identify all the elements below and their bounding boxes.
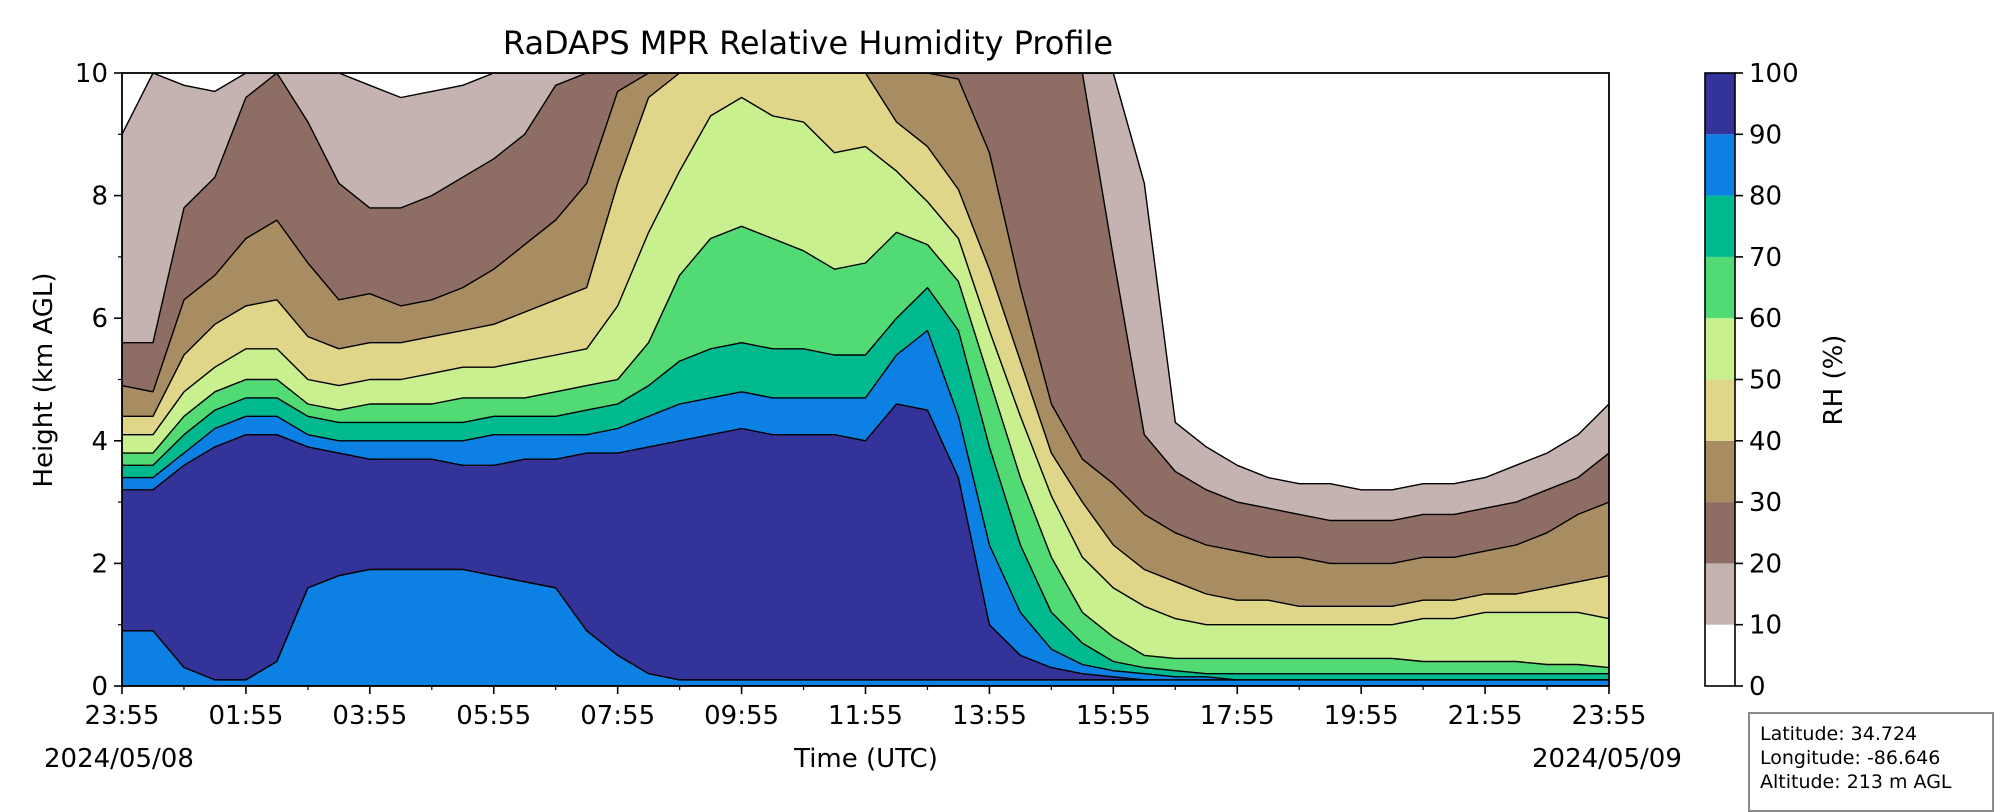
station-info-box: Latitude: 34.724 Longitude: -86.646 Alti… — [1748, 712, 1994, 812]
longitude-text: Longitude: -86.646 — [1760, 747, 1941, 769]
y-axis-label: Height (km AGL) — [29, 272, 59, 487]
y-tick-label: 8 — [91, 182, 108, 212]
colorbar-segment-50 — [1705, 318, 1735, 380]
colorbar-segment-30 — [1705, 440, 1735, 503]
y-axis: 0 2 4 6 8 10 — [75, 59, 122, 702]
x-tick-label: 11:55 — [828, 701, 903, 731]
x-tick-label: 13:55 — [952, 701, 1027, 731]
x-tick-label: 07:55 — [580, 701, 655, 731]
colorbar-tick-label: 0 — [1749, 672, 1766, 702]
colorbar-tick-label: 70 — [1749, 243, 1782, 273]
x-tick-label: 05:55 — [456, 701, 531, 731]
x-axis: 23:55 01:55 03:55 05:55 07:55 09:55 11:55 13:55… — [85, 686, 1647, 731]
x-tick-label: 19:55 — [1324, 701, 1399, 731]
colorbar-segment-80 — [1705, 134, 1735, 196]
colorbar-tick-label: 90 — [1749, 120, 1782, 150]
y-tick-label: 4 — [91, 427, 108, 457]
y-tick-label: 6 — [91, 304, 108, 334]
x-tick-label: 17:55 — [1200, 701, 1275, 731]
x-tick-label: 15:55 — [1076, 701, 1151, 731]
x-tick-label: 23:55 — [85, 701, 160, 731]
x-tick-label: 03:55 — [332, 701, 407, 731]
colorbar-segment-90 — [1705, 73, 1735, 135]
colorbar-segment-70 — [1705, 195, 1735, 257]
y-tick-label: 10 — [75, 59, 108, 89]
y-tick-label: 2 — [91, 549, 108, 579]
colorbar: 0 10 20 30 40 50 60 70 80 90 100 — [1704, 59, 1799, 702]
contour-layers — [122, 73, 1609, 686]
colorbar-segment-40 — [1705, 379, 1735, 441]
plot-area — [122, 73, 1609, 686]
colorbar-segment-0 — [1705, 624, 1735, 686]
colorbar-tick-label: 100 — [1749, 59, 1799, 89]
rh-surface-band-80 — [122, 568, 1609, 686]
colorbar-segment-60 — [1705, 256, 1735, 319]
x-tick-label: 09:55 — [704, 701, 779, 731]
colorbar-segment-10 — [1705, 563, 1735, 625]
x-axis-label: Time (UTC) — [793, 744, 938, 774]
colorbar-tick-label: 50 — [1749, 366, 1782, 396]
colorbar-tick-label: 30 — [1749, 488, 1782, 518]
altitude-text: Altitude: 213 m AGL — [1760, 771, 1952, 793]
colorbar-tick-label: 60 — [1749, 304, 1782, 334]
end-date-label: 2024/05/09 — [1532, 744, 1682, 774]
colorbar-label: RH (%) — [1819, 335, 1849, 426]
x-tick-label: 21:55 — [1448, 701, 1523, 731]
x-tick-label: 23:55 — [1572, 701, 1647, 731]
x-tick-label: 01:55 — [208, 701, 283, 731]
colorbar-segment-20 — [1705, 502, 1735, 564]
colorbar-tick-label: 20 — [1749, 549, 1782, 579]
chart-title: RaDAPS MPR Relative Humidity Profile — [503, 24, 1113, 62]
latitude-text: Latitude: 34.724 — [1760, 723, 1918, 745]
start-date-label: 2024/05/08 — [44, 744, 194, 774]
colorbar-tick-label: 10 — [1749, 611, 1782, 641]
colorbar-tick-label: 40 — [1749, 427, 1782, 457]
colorbar-tick-label: 80 — [1749, 182, 1782, 212]
y-tick-label: 0 — [91, 672, 108, 702]
